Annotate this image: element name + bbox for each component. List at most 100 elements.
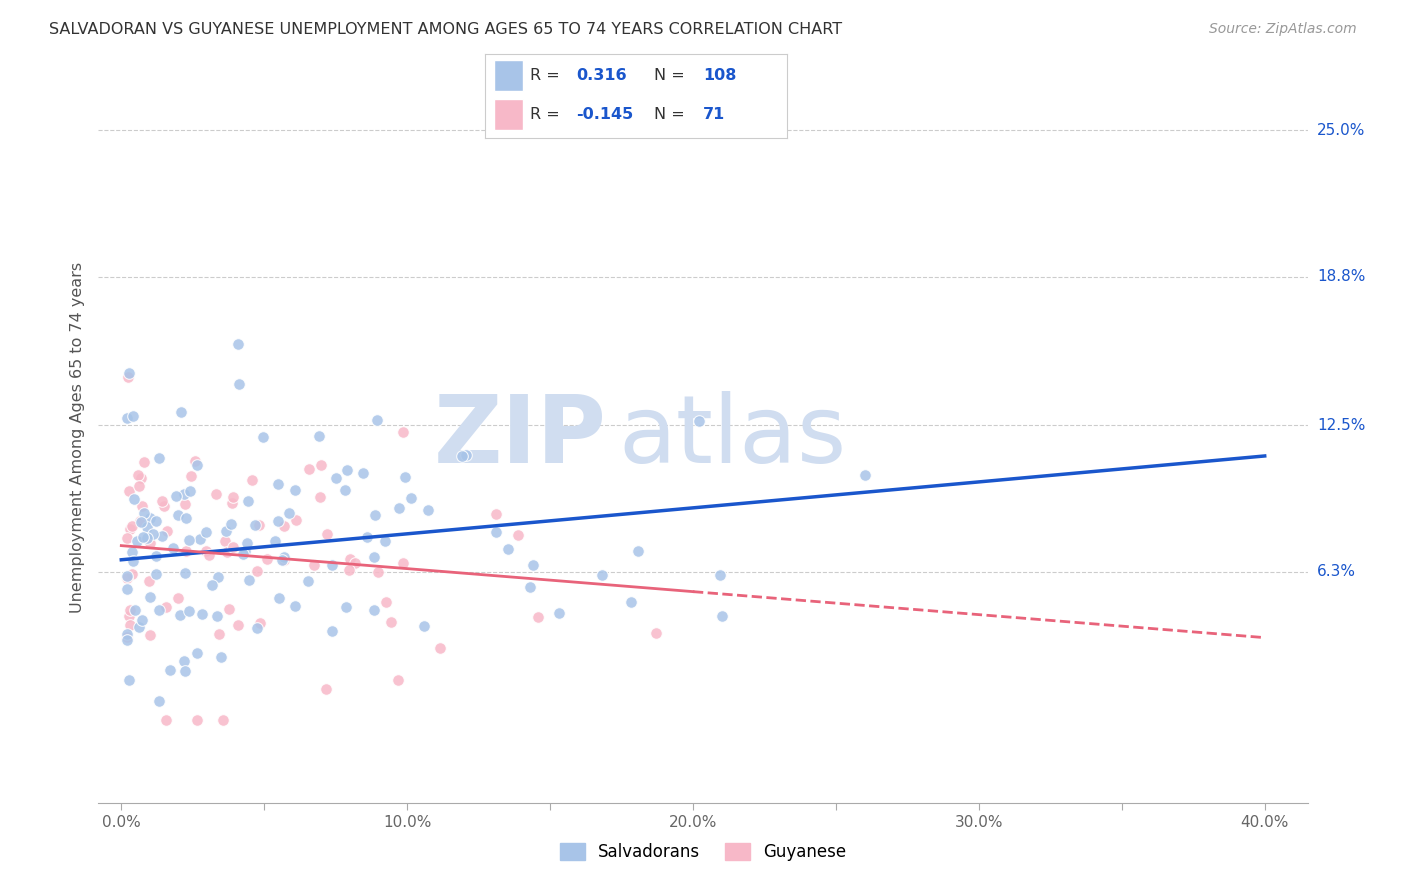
Point [169,405,191,419]
Point [120,522,142,536]
Point [363,603,385,617]
Point [298,462,321,476]
Point [429,641,451,656]
Point [264,534,287,549]
Point [245,518,267,533]
Text: R =: R = [530,107,565,122]
Point [131,613,153,627]
Text: 0.316: 0.316 [576,68,627,83]
Point [215,524,238,538]
Point [186,646,208,660]
Text: 6.3%: 6.3% [1317,564,1357,579]
Point [218,601,240,615]
Point [285,513,308,527]
Point [124,492,146,507]
Point [352,466,374,480]
Point [374,534,396,549]
Point [129,515,152,529]
Point [240,473,263,487]
Point [205,608,228,623]
Point [688,414,710,428]
Point [451,449,474,463]
Point [132,530,155,544]
Point [246,621,269,635]
Text: atlas: atlas [619,391,846,483]
Text: R =: R = [530,68,565,83]
Point [132,455,155,469]
Point [156,524,179,539]
Point [711,608,734,623]
Point [380,615,402,629]
Point [620,595,643,609]
Point [645,626,668,640]
Point [366,412,388,426]
Point [197,548,219,562]
Point [266,477,288,491]
Point [270,553,292,567]
Point [177,603,200,617]
Text: 12.5%: 12.5% [1317,417,1365,433]
Point [233,543,256,558]
Point [121,518,143,533]
Point [148,450,170,465]
Point [217,544,239,558]
Point [139,535,162,549]
Text: SALVADORAN VS GUYANESE UNEMPLOYMENT AMONG AGES 65 TO 74 YEARS CORRELATION CHART: SALVADORAN VS GUYANESE UNEMPLOYMENT AMON… [49,22,842,37]
Point [315,527,337,541]
Point [159,663,181,677]
Point [527,610,550,624]
Point [522,558,544,573]
Point [120,603,142,617]
Point [195,544,218,558]
Point [267,514,290,528]
Point [148,603,170,617]
Text: -0.145: -0.145 [576,107,633,122]
Point [139,511,162,525]
Point [485,507,508,521]
Point [174,497,197,511]
Bar [494,99,523,130]
Point [118,608,141,623]
Point [174,511,197,525]
Point [166,508,188,523]
Point [456,448,478,462]
Point [155,713,177,727]
Point [162,541,184,555]
Point [186,713,208,727]
Point [709,567,731,582]
Point [180,468,202,483]
Point [591,568,613,582]
Point [339,552,361,566]
Legend: Salvadorans, Guyanese: Salvadorans, Guyanese [553,836,853,868]
Point [228,618,250,632]
Point [207,627,229,641]
Point [205,487,228,501]
Point [247,518,270,533]
Point [132,507,155,521]
Point [273,553,295,567]
Text: ZIP: ZIP [433,391,606,483]
Point [139,590,162,604]
Point [115,411,138,425]
Point [273,518,295,533]
Point [129,471,152,485]
Point [547,606,569,620]
Point [165,489,187,503]
Point [128,514,150,528]
Point [115,582,138,596]
Point [179,484,201,499]
Point [335,599,357,614]
Point [297,574,319,588]
Point [336,463,359,477]
Point [626,543,648,558]
Point [174,544,197,558]
Point [387,673,409,688]
Point [191,607,214,621]
Point [252,430,274,444]
Point [118,366,141,380]
Point [277,507,299,521]
Point [367,565,389,579]
Point [127,467,149,482]
Point [131,499,153,513]
Point [304,558,326,573]
